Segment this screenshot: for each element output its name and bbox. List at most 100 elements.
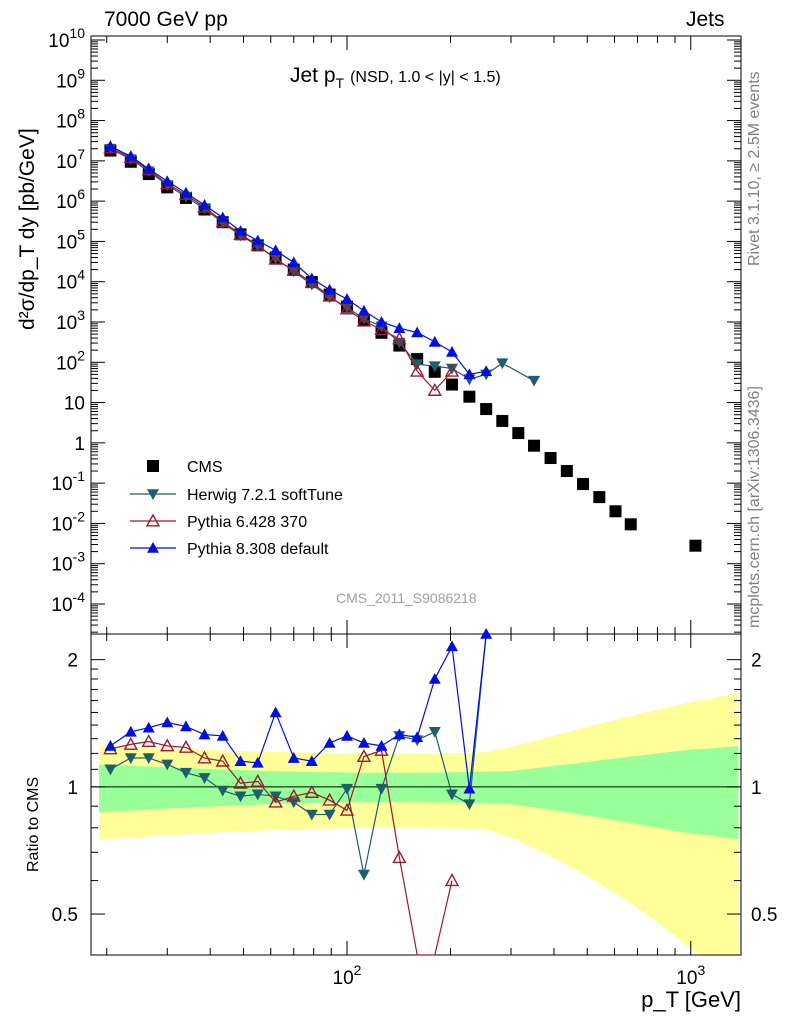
ratio-point-pythia-6428 bbox=[286, 788, 301, 802]
header-left-label: 7000 GeV pp bbox=[104, 8, 228, 31]
ratio-y-tick-label-left: 0.5 bbox=[52, 905, 78, 926]
ratio-point-pythia-8308 bbox=[251, 756, 264, 768]
x-tick-label: 102 bbox=[333, 962, 362, 989]
main-point-pythia8 bbox=[161, 175, 174, 187]
ratio-point-herwig-721 bbox=[341, 783, 354, 795]
main-point-pythia8 bbox=[124, 150, 137, 162]
ratio-point-herwig-721 bbox=[179, 767, 192, 779]
ratio-point-pythia-6428 bbox=[444, 873, 460, 887]
main-point-pythia8 bbox=[287, 256, 300, 268]
main-point-pythia6 bbox=[392, 331, 407, 345]
main-point-pythia8 bbox=[375, 316, 388, 327]
analysis-watermark: CMS_2011_S9086218 bbox=[336, 590, 477, 606]
legend-label: Pythia 8.308 default bbox=[187, 541, 329, 558]
ratio-point-pythia-6428 bbox=[197, 750, 212, 764]
legend-label: Pythia 6.428 370 bbox=[187, 514, 307, 531]
rivet-version-label: Rivet 3.1.10, ≥ 2.5M events bbox=[746, 71, 763, 266]
ratio-point-pythia-6428 bbox=[215, 753, 230, 767]
main-point-pythia6 bbox=[286, 263, 301, 276]
main-y-tick-label: 105 bbox=[56, 226, 85, 253]
ratio-y-tick-label-right: 2 bbox=[751, 651, 762, 672]
ratio-y-axis-label: Ratio to CMS bbox=[25, 777, 42, 872]
ratio-point-herwig-721 bbox=[216, 785, 229, 797]
main-point-pythia6 bbox=[356, 313, 372, 327]
main-point-herwig bbox=[528, 375, 541, 387]
main-line-pythia8 bbox=[110, 145, 487, 376]
main-title: Jet pT (NSD, 1.0 < |y| < 1.5) bbox=[290, 64, 501, 91]
main-line-herwig bbox=[110, 148, 535, 382]
ratio-point-pythia-8308 bbox=[198, 728, 211, 740]
ratio-point-herwig-721 bbox=[305, 809, 318, 821]
ratio-point-herwig-721 bbox=[198, 773, 211, 784]
ratio-point-pythia-6428 bbox=[304, 784, 320, 798]
main-point-pythia8 bbox=[269, 244, 282, 256]
main-point-cms bbox=[512, 427, 525, 440]
ratio-point-pythia-8308 bbox=[179, 720, 192, 732]
header-right-label: Jets bbox=[686, 8, 725, 31]
ratio-point-pythia-6428 bbox=[123, 736, 138, 750]
ratio-point-herwig-721 bbox=[124, 753, 137, 765]
ratio-point-herwig-721 bbox=[357, 869, 370, 881]
main-point-cms bbox=[560, 465, 573, 478]
main-point-cms bbox=[624, 518, 637, 531]
x-tick-label: 103 bbox=[676, 962, 705, 989]
main-point-pythia6 bbox=[339, 301, 355, 315]
legend-marker bbox=[147, 542, 159, 553]
ratio-point-pythia-8308 bbox=[341, 729, 354, 741]
main-y-tick-label: 10 bbox=[64, 394, 85, 415]
legend-marker bbox=[147, 489, 159, 500]
ratio-point-pythia-6428 bbox=[339, 802, 355, 816]
ratio-point-pythia-6428 bbox=[178, 739, 194, 753]
ratio-y-tick-label-left: 2 bbox=[67, 651, 78, 672]
legend-label: Herwig 7.2.1 softTune bbox=[187, 487, 343, 504]
ratio-point-pythia-8308 bbox=[393, 728, 406, 740]
main-y-tick-label: 1 bbox=[74, 434, 85, 455]
main-y-tick-label: 107 bbox=[56, 146, 85, 173]
ratio-point-pythia-8308 bbox=[124, 725, 137, 737]
ratio-line-pythia-8308 bbox=[110, 633, 487, 789]
ratio-point-pythia-8308 bbox=[161, 716, 174, 728]
main-point-pythia8 bbox=[179, 186, 192, 198]
ratio-point-pythia-8308 bbox=[216, 729, 229, 741]
main-point-cms bbox=[689, 539, 702, 552]
legend-marker bbox=[147, 460, 159, 472]
ratio-point-pythia-8308 bbox=[287, 752, 300, 763]
legend-label: CMS bbox=[187, 459, 223, 476]
main-y-tick-label: 103 bbox=[56, 307, 85, 334]
ratio-point-pythia-8308 bbox=[305, 755, 318, 767]
x-axis-label: p_T [GeV] bbox=[641, 987, 741, 1012]
main-y-tick-label: 10-4 bbox=[51, 589, 85, 616]
ratio-point-pythia-6428 bbox=[250, 773, 265, 787]
main-point-pythia8 bbox=[445, 346, 458, 357]
ratio-point-herwig-721 bbox=[287, 797, 300, 809]
ratio-point-herwig-721 bbox=[428, 726, 441, 738]
ratio-point-pythia-6428 bbox=[268, 794, 283, 808]
ratio-point-pythia-6428 bbox=[356, 749, 372, 762]
ratio-y-tick-label-right: 0.5 bbox=[751, 905, 777, 926]
ratio-point-herwig-721 bbox=[142, 753, 155, 765]
main-point-pythia8 bbox=[305, 272, 318, 284]
main-point-pythia8 bbox=[251, 234, 264, 246]
main-point-pythia6 bbox=[322, 288, 337, 302]
ratio-point-herwig-721 bbox=[323, 809, 336, 821]
main-y-tick-label: 106 bbox=[56, 186, 85, 213]
main-point-pythia6 bbox=[427, 383, 442, 396]
ratio-point-herwig-721 bbox=[251, 789, 264, 801]
main-point-pythia6 bbox=[444, 363, 460, 377]
main-y-tick-label: 10-2 bbox=[51, 508, 85, 535]
main-point-herwig bbox=[428, 361, 441, 373]
ratio-point-herwig-721 bbox=[375, 783, 388, 795]
main-point-pythia8 bbox=[341, 293, 354, 304]
main-y-tick-label: 108 bbox=[56, 106, 85, 133]
ratio-point-pythia-8308 bbox=[323, 736, 336, 748]
main-point-pythia8 bbox=[104, 140, 117, 152]
ratio-point-pythia-6428 bbox=[392, 850, 407, 864]
main-point-herwig bbox=[357, 314, 370, 325]
ratio-y-tick-label-right: 1 bbox=[751, 778, 762, 799]
main-point-pythia8 bbox=[411, 326, 424, 338]
main-point-herwig bbox=[496, 358, 509, 370]
ratio-point-pythia-8308 bbox=[104, 739, 117, 751]
ratio-point-pythia-8308 bbox=[234, 755, 247, 767]
ratio-point-pythia-8308 bbox=[269, 706, 282, 718]
